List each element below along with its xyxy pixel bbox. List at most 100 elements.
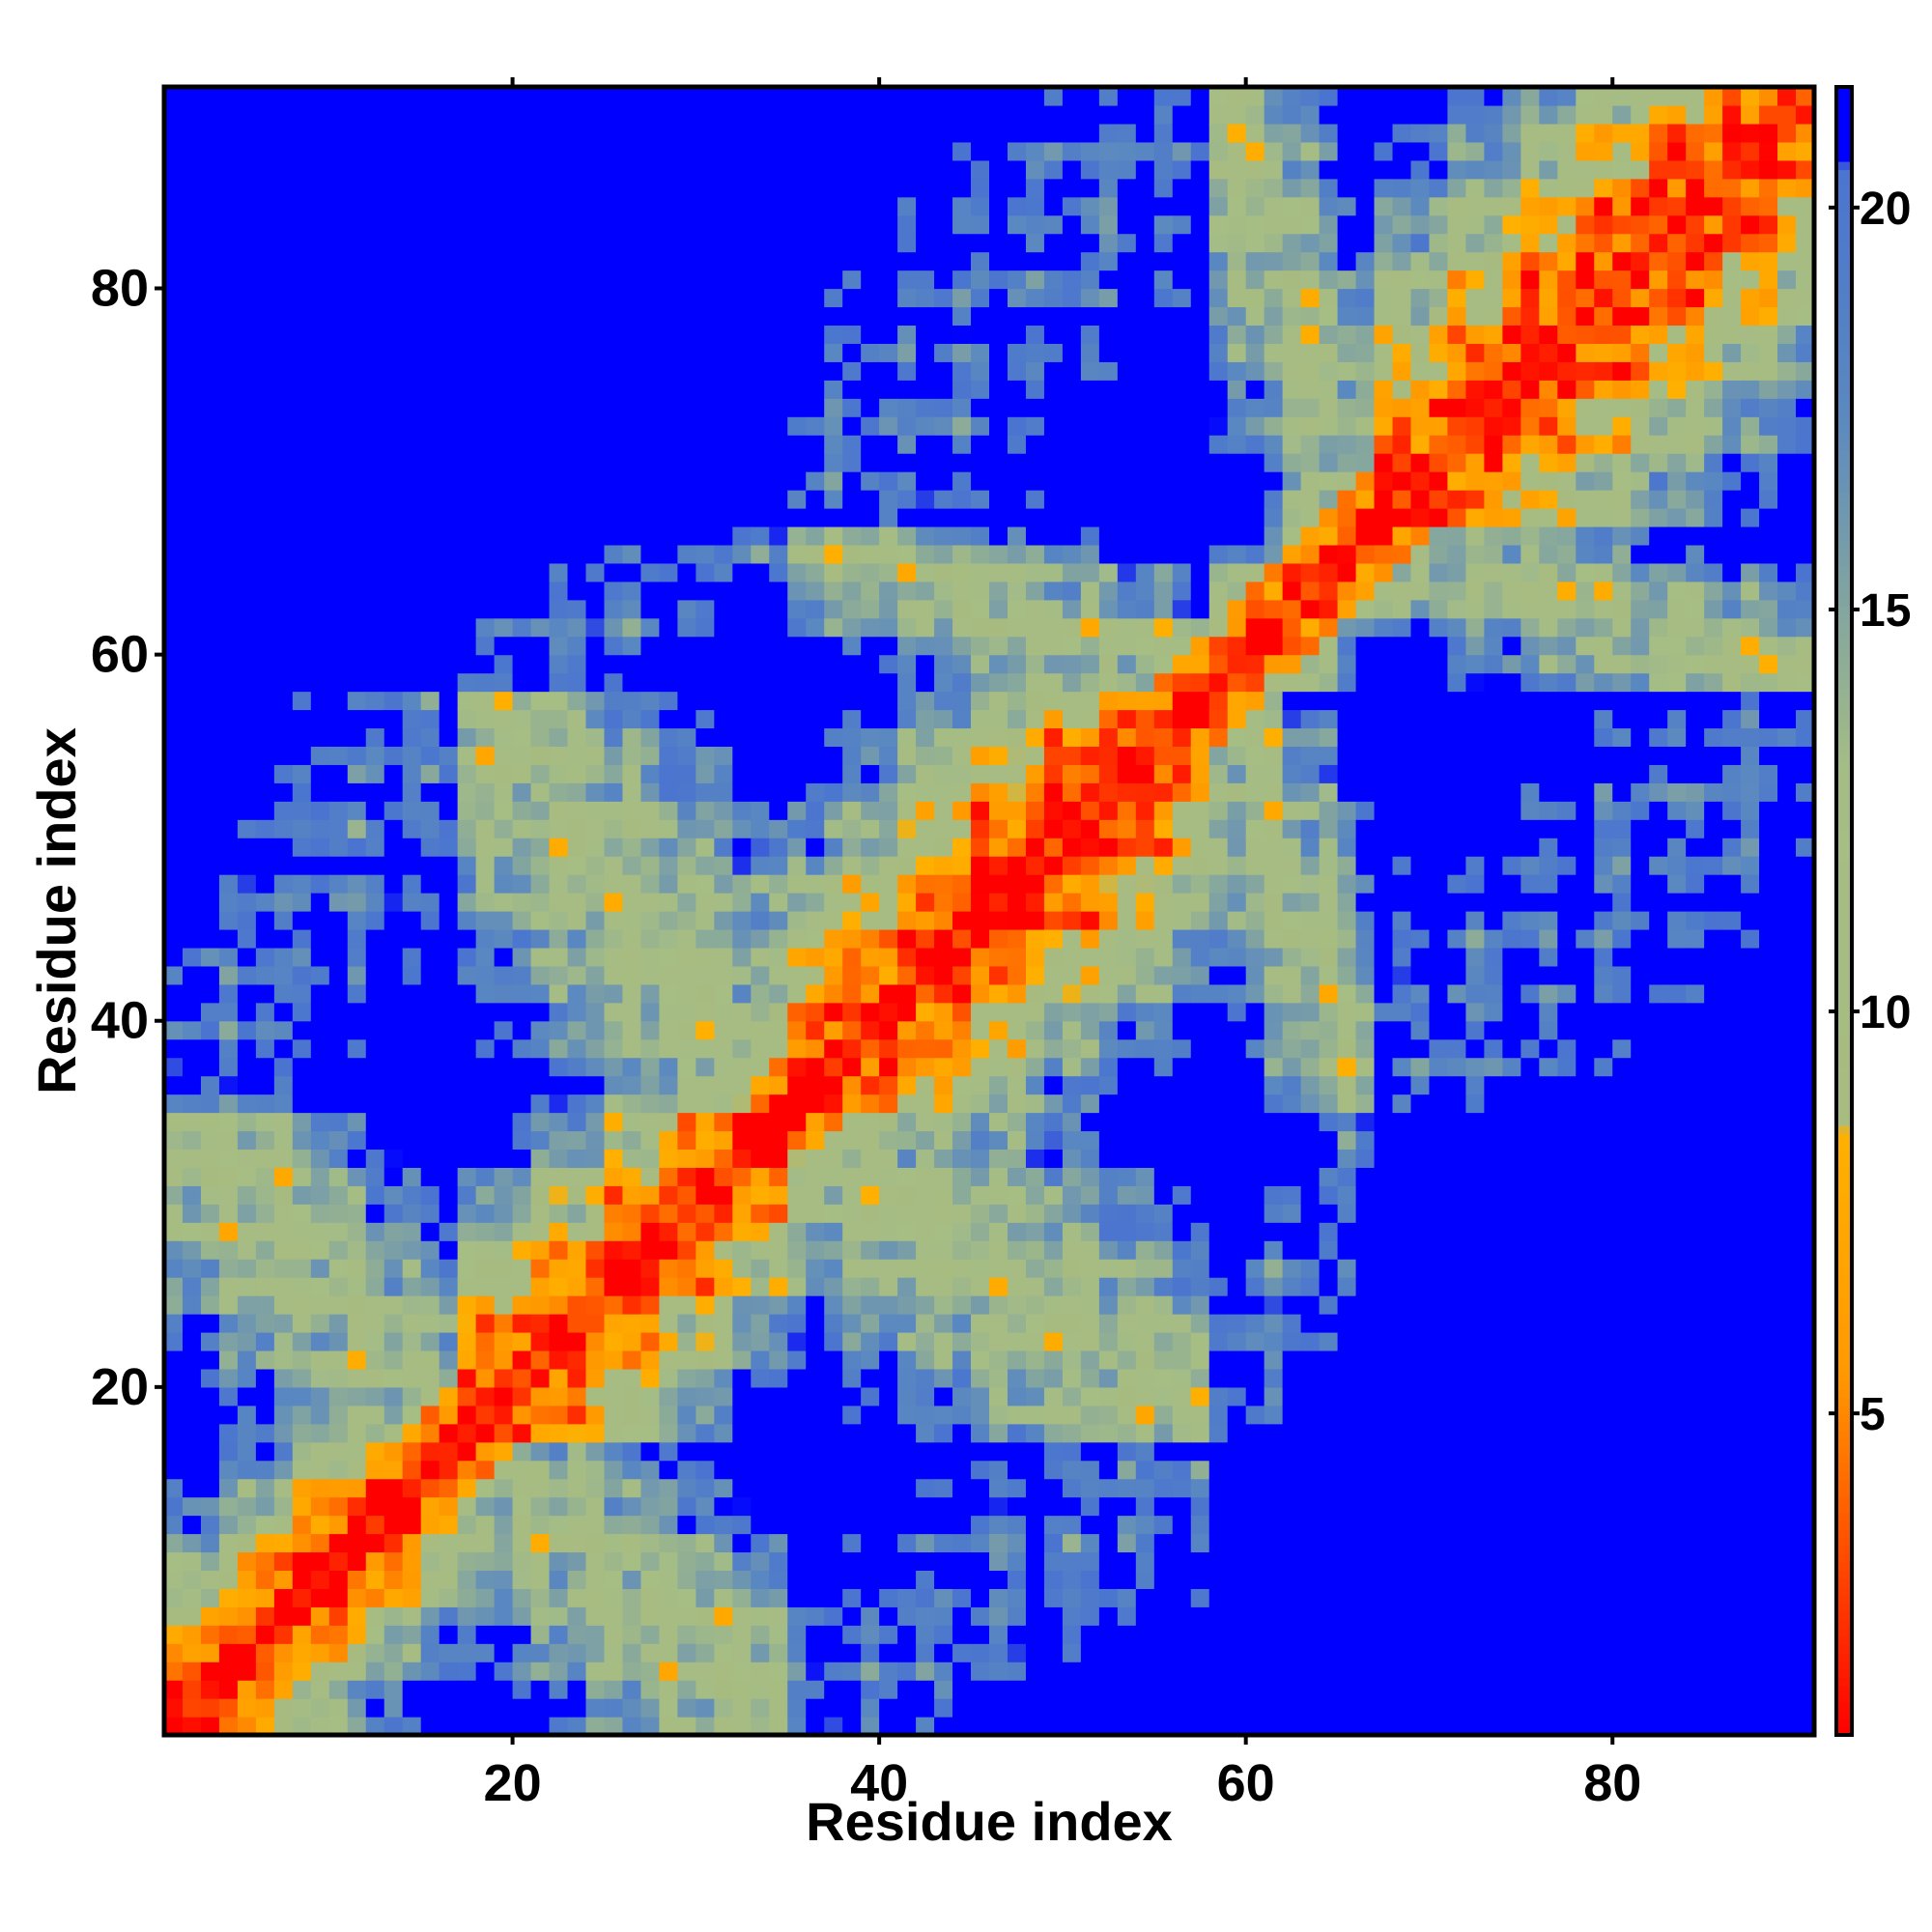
heatmap-cell xyxy=(420,178,440,198)
heatmap-cell xyxy=(439,1680,459,1699)
heatmap-cell xyxy=(714,1002,733,1022)
heatmap-cell xyxy=(457,490,477,509)
heatmap-cell xyxy=(255,1570,275,1589)
heatmap-cell xyxy=(164,178,184,198)
heatmap-cell xyxy=(989,1222,1009,1241)
heatmap-cell xyxy=(842,1331,862,1351)
heatmap-cell xyxy=(989,1149,1009,1168)
heatmap-cell xyxy=(292,526,312,546)
heatmap-cell xyxy=(347,343,367,362)
heatmap-cell xyxy=(1025,599,1045,619)
heatmap-cell xyxy=(659,507,678,527)
heatmap-cell xyxy=(402,1588,422,1607)
heatmap-cell xyxy=(237,746,257,765)
heatmap-cell xyxy=(751,691,770,711)
heatmap-cell xyxy=(916,270,935,290)
heatmap-cell xyxy=(310,691,330,711)
heatmap-cell xyxy=(934,471,953,491)
heatmap-cell xyxy=(457,1606,477,1626)
heatmap-cell xyxy=(1062,159,1082,180)
heatmap-cell xyxy=(292,1240,312,1260)
heatmap-cell xyxy=(640,1643,660,1662)
heatmap-cell xyxy=(273,196,294,216)
heatmap-cell xyxy=(714,1717,733,1736)
heatmap-cell xyxy=(696,233,715,253)
heatmap-cell xyxy=(824,672,843,693)
heatmap-cell xyxy=(751,1698,770,1718)
heatmap-cell xyxy=(1025,159,1045,180)
heatmap-cell xyxy=(585,1515,606,1535)
heatmap-cell xyxy=(1062,1368,1082,1388)
heatmap-cell xyxy=(696,416,715,436)
heatmap-cell xyxy=(237,1496,257,1517)
heatmap-cell xyxy=(439,1368,459,1388)
heatmap-cell xyxy=(439,1277,459,1296)
heatmap-cell xyxy=(585,1478,606,1498)
heatmap-cell xyxy=(365,526,385,546)
heatmap-cell xyxy=(182,1625,202,1644)
heatmap-cell xyxy=(1062,727,1082,747)
heatmap-cell xyxy=(384,490,404,509)
heatmap-cell xyxy=(494,251,514,271)
heatmap-cell xyxy=(1135,178,1155,198)
heatmap-cell xyxy=(1080,398,1100,417)
heatmap-cell xyxy=(310,1423,330,1443)
heatmap-cell xyxy=(897,947,917,967)
heatmap-cell xyxy=(952,1441,972,1462)
heatmap-cell xyxy=(1117,453,1137,472)
heatmap-cell xyxy=(604,361,624,381)
heatmap-cell xyxy=(567,306,587,327)
heatmap-cell xyxy=(696,453,715,472)
heatmap-cell xyxy=(420,380,440,399)
heatmap-cell xyxy=(1135,928,1155,949)
heatmap-cell xyxy=(934,1240,953,1260)
heatmap-cell xyxy=(659,435,678,454)
heatmap-cell xyxy=(952,928,972,949)
heatmap-cell xyxy=(1080,507,1100,527)
heatmap-cell xyxy=(769,123,788,143)
heatmap-cell xyxy=(677,1204,696,1223)
heatmap-cell xyxy=(640,617,660,638)
heatmap-cell xyxy=(861,1698,880,1718)
heatmap-cell xyxy=(585,270,606,290)
heatmap-cell xyxy=(512,288,532,308)
heatmap-cell xyxy=(696,1020,715,1040)
heatmap-cell xyxy=(273,507,294,527)
heatmap-cell xyxy=(237,691,257,711)
heatmap-cell xyxy=(475,196,496,216)
heatmap-cell xyxy=(512,1149,532,1168)
heatmap-cell xyxy=(549,746,569,765)
heatmap-cell xyxy=(549,1075,569,1095)
heatmap-cell xyxy=(1025,562,1045,582)
heatmap-cell xyxy=(1117,1551,1137,1571)
heatmap-cell xyxy=(182,1057,202,1077)
heatmap-cell xyxy=(347,361,367,381)
heatmap-cell xyxy=(1117,526,1137,546)
heatmap-cell xyxy=(328,1441,349,1462)
heatmap-cell xyxy=(420,1112,440,1132)
heatmap-cell xyxy=(1025,1680,1045,1699)
heatmap-cell xyxy=(439,123,459,143)
heatmap-cell xyxy=(457,123,477,143)
heatmap-cell xyxy=(971,1478,990,1498)
heatmap-cell xyxy=(567,325,587,344)
heatmap-cell xyxy=(182,965,202,985)
heatmap-cell xyxy=(218,581,239,601)
heatmap-cell xyxy=(365,490,385,509)
heatmap-cell xyxy=(475,838,496,857)
heatmap-cell xyxy=(218,1295,239,1315)
heatmap-cell xyxy=(457,233,477,253)
heatmap-cell xyxy=(714,1405,733,1425)
heatmap-cell xyxy=(971,1130,990,1151)
heatmap-cell xyxy=(475,983,496,1004)
heatmap-cell xyxy=(604,947,624,967)
heatmap-cell xyxy=(512,1423,532,1443)
heatmap-cell xyxy=(640,1717,660,1736)
heatmap-cell xyxy=(714,1588,733,1607)
heatmap-cell xyxy=(769,435,788,454)
heatmap-cell xyxy=(1043,1478,1064,1498)
heatmap-cell xyxy=(787,746,807,765)
heatmap-cell xyxy=(310,214,330,235)
heatmap-cell xyxy=(420,1204,440,1223)
heatmap-cell xyxy=(1080,1075,1100,1095)
